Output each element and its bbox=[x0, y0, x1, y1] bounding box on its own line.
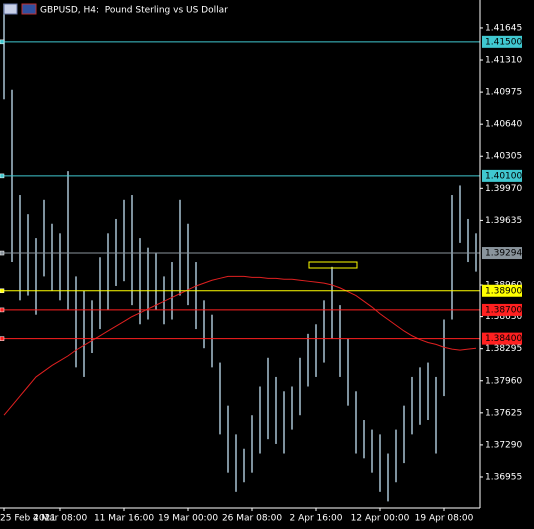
level-marker bbox=[0, 173, 5, 179]
y-tick-label: 1.41310 bbox=[485, 56, 522, 66]
level-marker bbox=[0, 336, 5, 341]
x-tick-label: 26 Mar 08:00 bbox=[222, 514, 282, 524]
level-label: 1.41500 bbox=[485, 37, 522, 47]
y-tick-label: 1.40975 bbox=[485, 88, 522, 98]
moving-average bbox=[3, 275, 477, 416]
y-tick-label: 1.37625 bbox=[485, 408, 522, 418]
level-marker bbox=[0, 39, 5, 45]
level-marker bbox=[0, 250, 5, 256]
level-label: 1.38700 bbox=[485, 305, 522, 315]
chart-title: GBPUSD, H4: Pound Sterling vs US Dollar bbox=[40, 6, 228, 16]
x-tick-label: 19 Mar 00:00 bbox=[158, 514, 218, 524]
level-label: 1.38400 bbox=[485, 334, 522, 344]
x-tick-label: 12 Apr 00:00 bbox=[351, 514, 410, 524]
y-tick-label: 1.39635 bbox=[485, 216, 522, 226]
x-tick-label: 2 Apr 16:00 bbox=[290, 514, 343, 524]
y-tick-label: 1.40640 bbox=[485, 120, 522, 130]
x-tick-label: 19 Apr 08:00 bbox=[415, 514, 474, 524]
level-label-box bbox=[482, 35, 522, 48]
icon-table bbox=[3, 3, 18, 15]
x-tick-label: 4 Mar 08:00 bbox=[33, 514, 88, 524]
y-tick-label: 1.37960 bbox=[485, 376, 522, 386]
y-tick-label: 1.36955 bbox=[485, 472, 522, 482]
axis-layer: 1.41645 1.41310 1.40975 1.40640 1.40305 1.399… bbox=[0, 23, 522, 523]
level-label: 1.40100 bbox=[485, 171, 522, 181]
rectangle-object bbox=[308, 261, 358, 269]
level-label-box bbox=[482, 303, 522, 316]
level-label: 1.39294 bbox=[485, 249, 522, 259]
icon-flag bbox=[21, 3, 37, 15]
x-tick-label: 25 Feb 2021 bbox=[0, 514, 56, 524]
y-tick-label: 1.38630 bbox=[485, 312, 522, 322]
level-label-box bbox=[482, 284, 522, 297]
y-tick-label: 1.37290 bbox=[485, 440, 522, 450]
level-marker bbox=[0, 307, 5, 313]
y-tick-label: 1.41645 bbox=[485, 23, 522, 33]
level-marker bbox=[0, 288, 5, 294]
level-label-box bbox=[482, 169, 522, 182]
y-tick-label: 1.39970 bbox=[485, 184, 522, 194]
level-label-box bbox=[482, 247, 522, 260]
level-label: 1.38900 bbox=[485, 286, 522, 296]
y-tick-label: 1.38295 bbox=[485, 344, 522, 354]
y-tick-label: 1.40305 bbox=[485, 152, 522, 162]
x-tick-label: 11 Mar 16:00 bbox=[94, 514, 154, 524]
level-label-box bbox=[482, 332, 522, 345]
plot-area bbox=[0, 3, 480, 502]
